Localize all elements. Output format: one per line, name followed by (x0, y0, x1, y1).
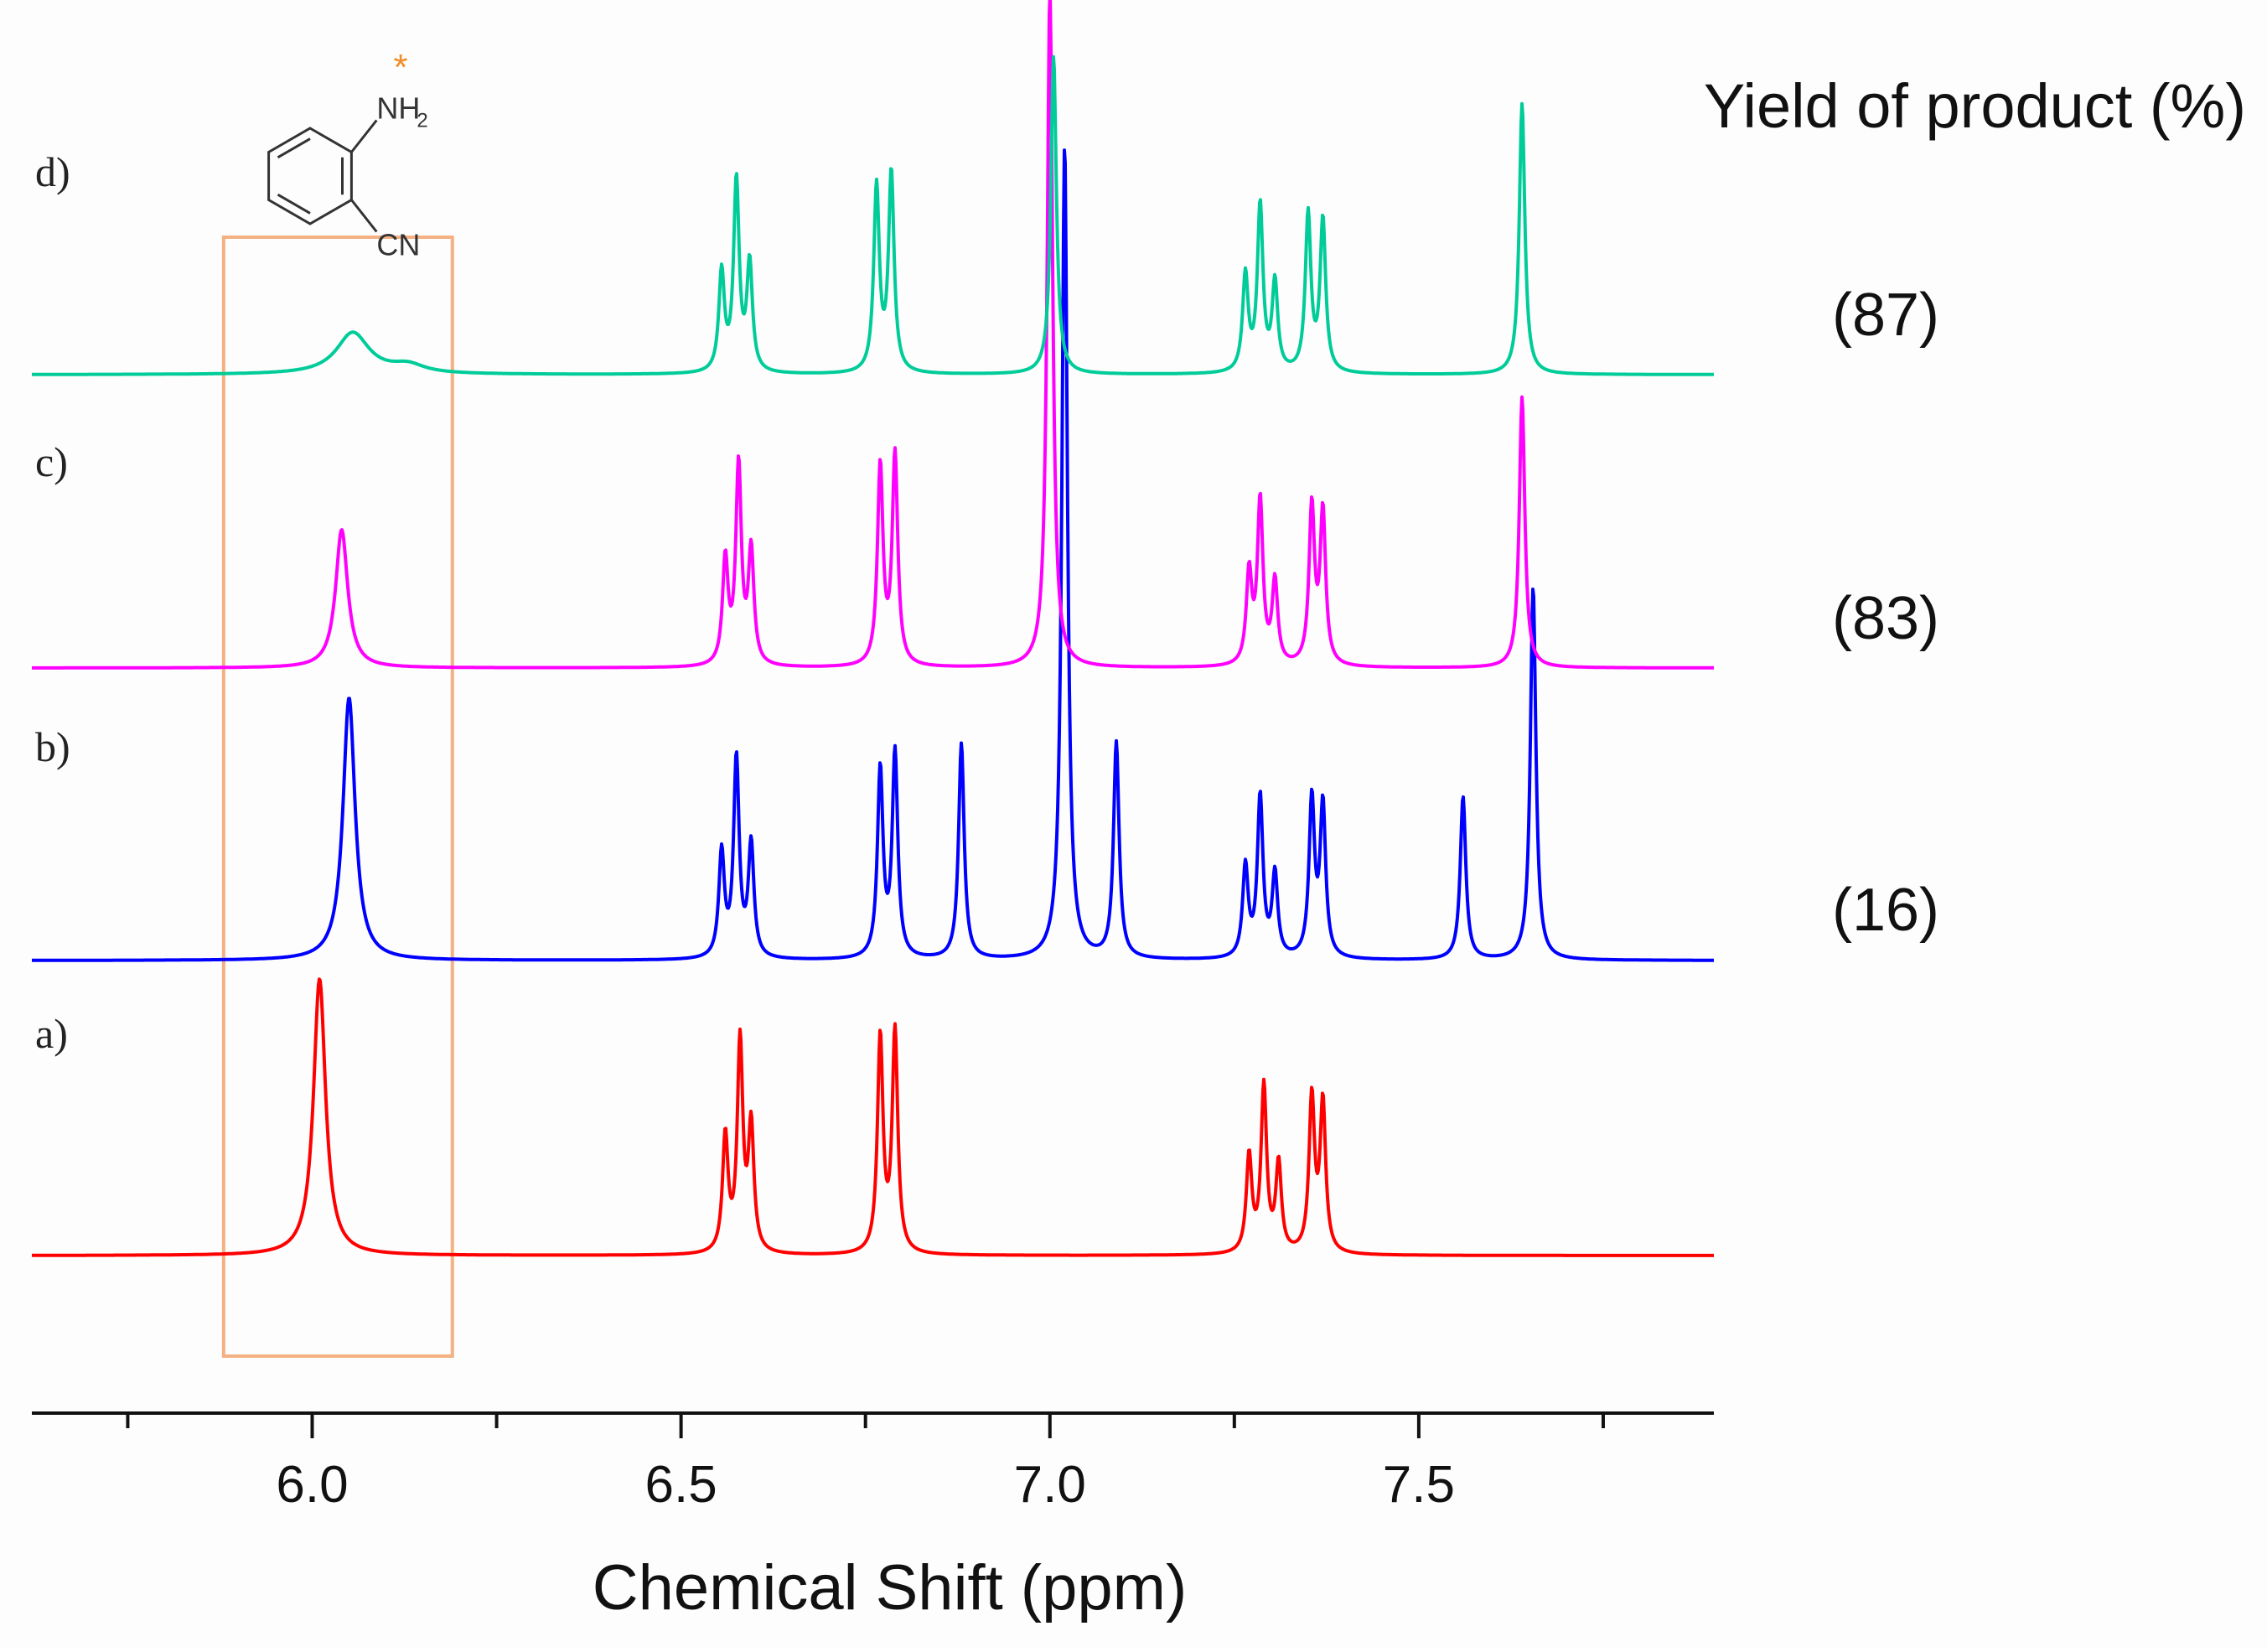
spectrum-trace-c (31, 0, 1715, 670)
double-bond (277, 193, 311, 215)
x-axis: 6.0 6.5 7.0 7.5 Chemical Shift (ppm) (32, 1411, 1714, 1624)
x-axis-title: Chemical Shift (ppm) (593, 1552, 1188, 1624)
cn-bond (350, 199, 378, 233)
nh2-bond (350, 119, 378, 153)
series-label: b) (35, 723, 70, 770)
series-label: c) (35, 438, 68, 485)
spectrum-trace-b (31, 148, 1715, 962)
x-tick-label: 7.0 (1014, 1456, 1086, 1514)
nh2-label: NH (376, 91, 420, 126)
series-labels: a) b) (16) c) (83) d) (87) Yield of product (%) (35, 71, 2246, 1057)
spectra-group (31, 0, 1715, 1358)
x-tick-label: 6.5 (645, 1456, 717, 1514)
spectrum-trace-a (31, 977, 1715, 1257)
cn-label: CN (376, 228, 420, 262)
yield-header: Yield of product (%) (1704, 71, 2246, 141)
highlight-box (221, 236, 454, 1358)
nh2-subscript: 2 (417, 110, 427, 132)
benzene-ring (267, 127, 353, 225)
series-label: a) (35, 1010, 68, 1057)
yield-label: (83) (1832, 585, 1939, 652)
double-bond (277, 137, 311, 159)
x-tick-label: 6.0 (276, 1456, 348, 1514)
yield-label: (87) (1832, 282, 1939, 349)
nh2-marker: * (393, 47, 407, 88)
series-label: d) (35, 148, 70, 195)
yield-label: (16) (1832, 877, 1939, 944)
molecule-structure: NH2 CN * (267, 47, 428, 262)
x-tick-label: 7.5 (1383, 1456, 1455, 1514)
spectrum-trace-d (31, 54, 1715, 376)
